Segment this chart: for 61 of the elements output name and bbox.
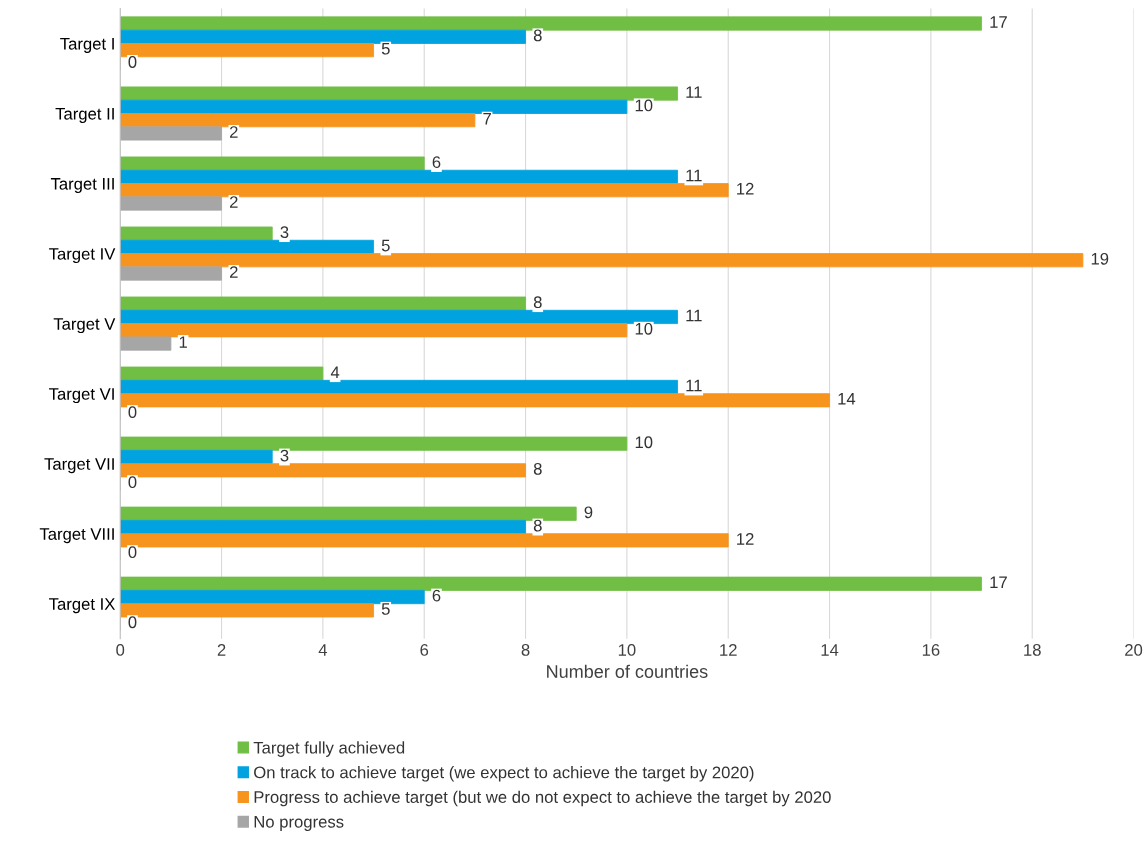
- x-tick-label: 12: [720, 644, 737, 656]
- legend-label: On track to achieve target (we expect to achieve the target by 2020): [254, 766, 754, 782]
- data-label: 8: [533, 296, 542, 309]
- data-label: 12: [737, 533, 754, 545]
- x-tick-label: 2: [217, 644, 226, 656]
- y-tick-label: Target VI: [49, 388, 114, 404]
- data-label: 8: [533, 29, 542, 42]
- data-label: 6: [432, 589, 441, 602]
- y-tick-label: Target II: [55, 108, 114, 123]
- y-tick-label: Target VII: [44, 458, 114, 474]
- x-tick-label: 20: [1125, 644, 1143, 656]
- data-label: 0: [128, 546, 137, 559]
- data-label: 0: [128, 616, 137, 629]
- legend-label: No progress: [254, 816, 344, 831]
- data-label: 7: [483, 113, 491, 125]
- y-tick-label: Target IV: [49, 248, 116, 264]
- data-label: 3: [280, 449, 289, 462]
- data-label: 17: [990, 576, 1007, 589]
- data-label: 2: [230, 266, 238, 278]
- x-tick-label: 8: [521, 644, 530, 656]
- data-label: 9: [584, 506, 593, 519]
- data-label: 5: [381, 239, 390, 252]
- data-label: 0: [128, 406, 137, 419]
- x-axis-title: Number of countries: [547, 664, 708, 678]
- y-tick-label: Target I: [60, 38, 114, 53]
- data-label: 8: [533, 462, 542, 475]
- data-label: 11: [686, 169, 702, 182]
- data-label: 19: [1091, 252, 1109, 265]
- data-label: 2: [230, 126, 238, 138]
- y-tick-label: Target IX: [49, 598, 116, 614]
- data-label: 11: [686, 379, 702, 392]
- x-tick-label: 10: [618, 644, 636, 656]
- data-label: 17: [990, 16, 1007, 28]
- data-label: 11: [686, 309, 702, 322]
- data-label: 10: [635, 436, 653, 449]
- data-label: 12: [737, 182, 754, 195]
- legend-label: Progress to achieve target (but we do not expect to achieve the target by 2020: [254, 790, 831, 807]
- data-label: 5: [381, 42, 390, 55]
- data-label: 3: [280, 226, 289, 239]
- x-tick-label: 18: [1024, 644, 1041, 656]
- data-label: 10: [635, 322, 653, 335]
- data-label: 8: [533, 519, 542, 532]
- data-label: 4: [330, 366, 340, 378]
- legend-label: Target fully achieved: [253, 741, 405, 757]
- y-tick-label: Target III: [50, 178, 114, 194]
- x-tick-label: 14: [821, 644, 839, 656]
- data-label: 5: [381, 603, 390, 615]
- data-label: 1: [179, 336, 187, 348]
- data-label: 14: [838, 393, 856, 405]
- x-tick-label: 6: [420, 644, 429, 656]
- y-tick-label: Target V: [53, 318, 116, 334]
- data-label: 6: [432, 156, 441, 169]
- x-tick-label: 0: [116, 644, 125, 656]
- data-label: 0: [128, 56, 137, 68]
- x-tick-label: 4: [318, 644, 328, 656]
- x-tick-label: 16: [922, 644, 940, 656]
- data-label: 11: [686, 86, 702, 98]
- data-label: 0: [128, 476, 137, 489]
- data-label: 2: [230, 196, 238, 208]
- data-label: 10: [635, 99, 653, 112]
- y-tick-label: Target VIII: [39, 528, 114, 544]
